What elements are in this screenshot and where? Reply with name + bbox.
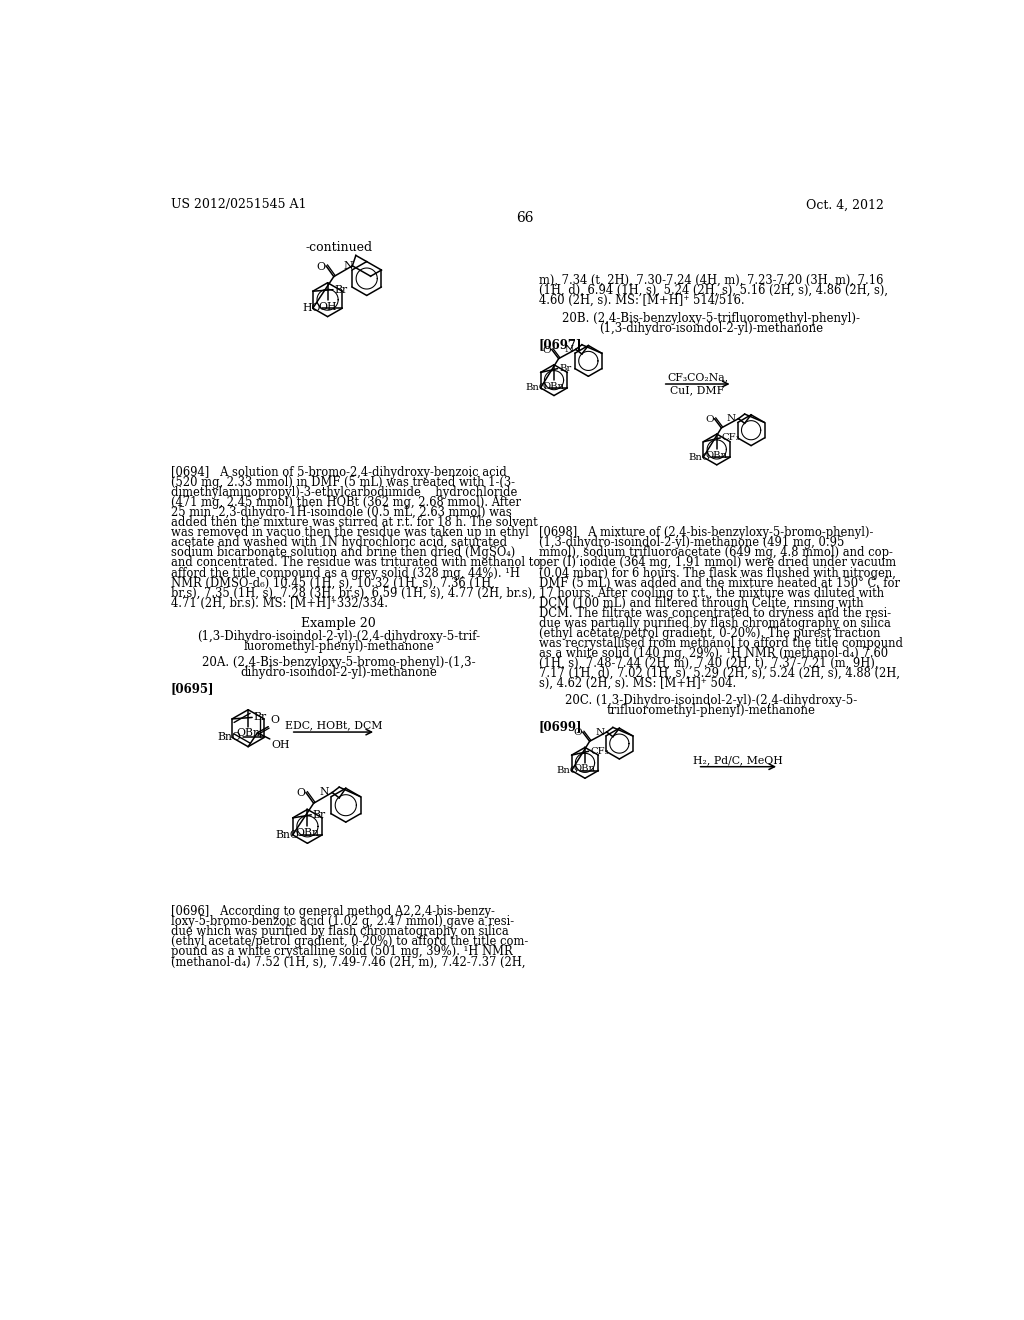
- Text: 25 min, 2,3-dihydro-1H-isoindole (0.5 mL, 2.63 mmol) was: 25 min, 2,3-dihydro-1H-isoindole (0.5 mL…: [171, 507, 511, 520]
- Text: N: N: [595, 727, 604, 737]
- Text: CuI, DMF: CuI, DMF: [671, 385, 725, 396]
- Text: CF₃: CF₃: [590, 747, 609, 756]
- Text: [0697]: [0697]: [539, 338, 583, 351]
- Text: DCM. The filtrate was concentrated to dryness and the resi-: DCM. The filtrate was concentrated to dr…: [539, 607, 891, 619]
- Text: [0694]   A solution of 5-bromo-2,4-dihydroxy-benzoic acid: [0694] A solution of 5-bromo-2,4-dihydro…: [171, 466, 507, 479]
- Text: BnO: BnO: [275, 830, 299, 840]
- Text: N: N: [319, 788, 329, 797]
- Text: BnO: BnO: [525, 383, 547, 392]
- Text: [0695]: [0695]: [171, 682, 214, 696]
- Text: Example 20: Example 20: [301, 618, 376, 631]
- Text: Br: Br: [254, 713, 267, 722]
- Text: [0698]   A mixture of (2,4-bis-benzyloxy-5-bromo-phenyl)-: [0698] A mixture of (2,4-bis-benzyloxy-5…: [539, 527, 873, 540]
- Text: 66: 66: [516, 211, 534, 224]
- Text: OH: OH: [271, 739, 290, 750]
- Text: NMR (DMSO-d₆) 10.45 (1H, s), 10.32 (1H, s), 7.36 (1H,: NMR (DMSO-d₆) 10.45 (1H, s), 10.32 (1H, …: [171, 577, 495, 590]
- Text: O: O: [706, 414, 714, 424]
- Text: OH: OH: [318, 302, 337, 312]
- Text: (ethyl acetate/petrol gradient, 0-20%) to afford the title com-: (ethyl acetate/petrol gradient, 0-20%) t…: [171, 936, 528, 948]
- Text: 4.71 (2H, br.s). MS: [M+H]⁺332/334.: 4.71 (2H, br.s). MS: [M+H]⁺332/334.: [171, 597, 388, 610]
- Text: acetate and washed with 1N hydrochloric acid, saturated: acetate and washed with 1N hydrochloric …: [171, 536, 507, 549]
- Text: CF₃CO₂Na,: CF₃CO₂Na,: [667, 372, 728, 383]
- Text: 4.60 (2H, s). MS: [M+H]⁺ 514/516.: 4.60 (2H, s). MS: [M+H]⁺ 514/516.: [539, 294, 744, 308]
- Text: m), 7.34 (t, 2H), 7.30-7.24 (4H, m), 7.23-7.20 (3H, m), 7.16: m), 7.34 (t, 2H), 7.30-7.24 (4H, m), 7.2…: [539, 275, 883, 286]
- Text: (1H, s), 7.48-7.44 (2H, m), 7.40 (2H, t), 7.37-7.21 (m, 9H),: (1H, s), 7.48-7.44 (2H, m), 7.40 (2H, t)…: [539, 656, 879, 669]
- Text: sodium bicarbonate solution and brine then dried (MgSO₄): sodium bicarbonate solution and brine th…: [171, 546, 515, 560]
- Text: loxy-5-bromo-benzoic acid (1.02 g, 2.47 mmol) gave a resi-: loxy-5-bromo-benzoic acid (1.02 g, 2.47 …: [171, 915, 514, 928]
- Text: pound as a white crystalline solid (501 mg, 39%). ¹H NMR: pound as a white crystalline solid (501 …: [171, 945, 512, 958]
- Text: (1,3-dihydro-isoindol-2-yl)-methanone: (1,3-dihydro-isoindol-2-yl)-methanone: [599, 322, 823, 335]
- Text: H₂, Pd/C, MeOH: H₂, Pd/C, MeOH: [693, 755, 783, 766]
- Text: BnO: BnO: [688, 453, 710, 462]
- Text: 17 hours. After cooling to r.t., the mixture was diluted with: 17 hours. After cooling to r.t., the mix…: [539, 586, 884, 599]
- Text: [0696]   According to general method A2,2,4-bis-benzy-: [0696] According to general method A2,2,…: [171, 906, 495, 919]
- Text: mmol), sodium trifluoroacetate (649 mg, 4.8 mmol) and cop-: mmol), sodium trifluoroacetate (649 mg, …: [539, 546, 893, 560]
- Text: Br: Br: [312, 810, 326, 820]
- Text: OBn: OBn: [543, 381, 565, 391]
- Text: dihydro-isoindol-2-yl)-methanone: dihydro-isoindol-2-yl)-methanone: [241, 665, 437, 678]
- Text: was removed in vacuo then the residue was taken up in ethyl: was removed in vacuo then the residue wa…: [171, 527, 528, 540]
- Text: (1H, d), 6.94 (1H, s), 5.24 (2H, s), 5.16 (2H, s), 4.86 (2H, s),: (1H, d), 6.94 (1H, s), 5.24 (2H, s), 5.1…: [539, 284, 888, 297]
- Text: N: N: [344, 261, 353, 271]
- Text: (520 mg, 2.33 mmol) in DMF (5 mL) was treated with 1-(3-: (520 mg, 2.33 mmol) in DMF (5 mL) was tr…: [171, 477, 515, 490]
- Text: afford the title compound as a grey solid (328 mg, 44%). ¹H: afford the title compound as a grey soli…: [171, 566, 519, 579]
- Text: OBn: OBn: [706, 451, 728, 459]
- Text: N: N: [727, 414, 736, 424]
- Text: 20B. (2,4-Bis-benzyloxy-5-trifluoromethyl-phenyl)-: 20B. (2,4-Bis-benzyloxy-5-trifluoromethy…: [562, 312, 860, 325]
- Text: added then the mixture was stirred at r.t. for 18 h. The solvent: added then the mixture was stirred at r.…: [171, 516, 538, 529]
- Text: (ethyl acetate/petrol gradient, 0-20%). The purest fraction: (ethyl acetate/petrol gradient, 0-20%). …: [539, 627, 881, 640]
- Text: DMF (5 mL) was added and the mixture heated at 150° C. for: DMF (5 mL) was added and the mixture hea…: [539, 577, 900, 590]
- Text: Oct. 4, 2012: Oct. 4, 2012: [806, 198, 884, 211]
- Text: Br: Br: [559, 364, 571, 374]
- Text: (471 mg, 2.45 mmol) then HOBt (362 mg, 2.68 mmol). After: (471 mg, 2.45 mmol) then HOBt (362 mg, 2…: [171, 496, 520, 510]
- Text: [0699]: [0699]: [539, 721, 583, 734]
- Text: due which was purified by flash chromatography on silica: due which was purified by flash chromato…: [171, 925, 508, 939]
- Text: due was partially purified by flash chromatography on silica: due was partially purified by flash chro…: [539, 616, 891, 630]
- Text: per (I) iodide (364 mg, 1.91 mmol) were dried under vacuum: per (I) iodide (364 mg, 1.91 mmol) were …: [539, 557, 896, 569]
- Text: O: O: [296, 788, 305, 799]
- Text: -continued: -continued: [305, 240, 373, 253]
- Text: Br: Br: [335, 285, 347, 294]
- Text: dimethylaminopropyl)-3-ethylcarbodiimide    hydrochloride: dimethylaminopropyl)-3-ethylcarbodiimide…: [171, 487, 517, 499]
- Text: O: O: [543, 346, 551, 355]
- Text: OBn: OBn: [574, 764, 596, 774]
- Text: luoromethyl-phenyl)-methanone: luoromethyl-phenyl)-methanone: [244, 640, 434, 652]
- Text: OBn: OBn: [237, 729, 260, 738]
- Text: 20A. (2,4-Bis-benzyloxy-5-bromo-phenyl)-(1,3-: 20A. (2,4-Bis-benzyloxy-5-bromo-phenyl)-…: [202, 656, 475, 669]
- Text: N: N: [564, 345, 573, 354]
- Text: BnO: BnO: [217, 733, 241, 742]
- Text: CF₃: CF₃: [722, 433, 740, 442]
- Text: (1,3-dihydro-isoindol-2-yl)-methanone (491 mg, 0.95: (1,3-dihydro-isoindol-2-yl)-methanone (4…: [539, 536, 844, 549]
- Text: OBn: OBn: [296, 828, 319, 838]
- Text: and concentrated. The residue was triturated with methanol to: and concentrated. The residue was tritur…: [171, 557, 540, 569]
- Text: br.s), 7.35 (1H, s), 7.28 (3H, br.s), 6.59 (1H, s), 4.77 (2H, br.s),: br.s), 7.35 (1H, s), 7.28 (3H, br.s), 6.…: [171, 586, 536, 599]
- Text: US 2012/0251545 A1: US 2012/0251545 A1: [171, 198, 306, 211]
- Text: BnO: BnO: [556, 766, 579, 775]
- Text: was recrystallised from methanol to afford the title compound: was recrystallised from methanol to affo…: [539, 636, 903, 649]
- Text: O: O: [270, 715, 280, 725]
- Text: O: O: [573, 729, 583, 738]
- Text: 7.17 (1H, d), 7.02 (1H, s), 5.29 (2H, s), 5.24 (2H, s), 4.88 (2H,: 7.17 (1H, d), 7.02 (1H, s), 5.29 (2H, s)…: [539, 667, 900, 680]
- Text: EDC, HOBt, DCM: EDC, HOBt, DCM: [285, 721, 382, 730]
- Text: HO: HO: [302, 304, 321, 313]
- Text: (1,3-Dihydro-isoindol-2-yl)-(2,4-dihydroxy-5-trif-: (1,3-Dihydro-isoindol-2-yl)-(2,4-dihydro…: [198, 630, 480, 643]
- Text: DCM (100 mL) and filtered through Celite, rinsing with: DCM (100 mL) and filtered through Celite…: [539, 597, 863, 610]
- Text: (methanol-d₄) 7.52 (1H, s), 7.49-7.46 (2H, m), 7.42-7.37 (2H,: (methanol-d₄) 7.52 (1H, s), 7.49-7.46 (2…: [171, 956, 525, 969]
- Text: O: O: [316, 263, 326, 272]
- Text: trifluoromethyl-phenyl)-methanone: trifluoromethyl-phenyl)-methanone: [606, 705, 815, 717]
- Text: as a white solid (140 mg, 29%). ¹H NMR (methanol-d₄) 7.60: as a white solid (140 mg, 29%). ¹H NMR (…: [539, 647, 888, 660]
- Text: (0.04 mbar) for 6 hours. The flask was flushed with nitrogen,: (0.04 mbar) for 6 hours. The flask was f…: [539, 566, 896, 579]
- Text: 20C. (1,3-Dihydro-isoindol-2-yl)-(2,4-dihydroxy-5-: 20C. (1,3-Dihydro-isoindol-2-yl)-(2,4-di…: [564, 694, 857, 708]
- Text: s), 4.62 (2H, s). MS: [M+H]⁺ 504.: s), 4.62 (2H, s). MS: [M+H]⁺ 504.: [539, 677, 736, 689]
